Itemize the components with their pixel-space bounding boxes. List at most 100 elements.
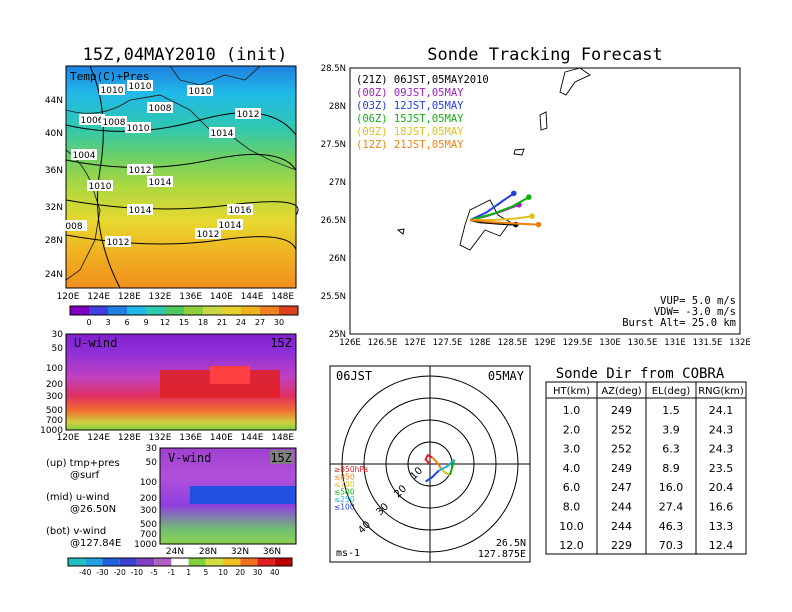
hodograph-segment xyxy=(448,459,456,476)
colorbar-swatch xyxy=(171,558,189,566)
lat-tick-label: 26N xyxy=(329,254,346,264)
track-end-point xyxy=(529,213,535,219)
vwind-colorbar: -40 -30 -20 -10 -5 -1 1 5 10 20 30 40 xyxy=(67,557,293,577)
vwind-time: 15Z xyxy=(270,451,292,465)
track-lat-ticks: 28.5N 28N 27.5N 27N 26.5N 26N 25.5N 25N xyxy=(321,64,346,340)
table-cell: 4.0 xyxy=(563,462,581,475)
isobar-label: 1012 xyxy=(197,230,220,240)
pressure-tick-label: 50 xyxy=(146,458,158,468)
pressure-tick-label: 700 xyxy=(46,416,63,426)
lon-tick-label: 129.5E xyxy=(563,338,593,348)
isobar-label: 1014 xyxy=(129,206,152,216)
level-label: ≤250 xyxy=(334,495,355,504)
colorbar-label: 15 xyxy=(179,318,189,327)
colorbar-label: -5 xyxy=(150,568,158,577)
isobar-label: 1014 xyxy=(219,221,242,231)
colorbar-label: -40 xyxy=(79,568,91,577)
colorbar-swatch xyxy=(184,306,203,315)
map-label: Temp(C)+Pres xyxy=(70,70,149,83)
temp-field xyxy=(66,66,296,288)
track-series xyxy=(469,190,542,228)
vwind-label: V-wind xyxy=(168,451,211,465)
map-lon-ticks: 120E 124E 128E 132E 136E 140E 144E 148E xyxy=(57,292,295,302)
isobar-label: 1008 xyxy=(103,118,126,128)
lat-tick-label: 28.5N xyxy=(321,64,346,74)
lat-tick-label: 36N xyxy=(45,166,63,176)
table-cell: 24.3 xyxy=(709,443,734,456)
colorbar-swatch xyxy=(241,306,260,315)
uwind-label: U-wind xyxy=(74,336,117,350)
colorbar-swatch xyxy=(119,558,137,566)
island xyxy=(396,228,405,235)
isobar-label: 1010 xyxy=(127,124,150,134)
track-lon-ticks: 126E 126.5E 127E 127.5E 128E 128.5E 129E 129.5E… xyxy=(339,338,751,348)
table-cell: 1.0 xyxy=(563,404,581,417)
table-cell: 16.0 xyxy=(659,481,684,494)
table-cell: 8.0 xyxy=(563,501,581,514)
isobar-label: 1012 xyxy=(129,166,152,176)
legend-entry: (03Z) 12JST,05MAY xyxy=(356,100,464,112)
track-line xyxy=(469,192,515,221)
isobar-line xyxy=(65,153,297,171)
colorbar-swatch xyxy=(102,558,120,566)
colorbar-swatch xyxy=(154,558,172,566)
coastline-north xyxy=(169,65,261,86)
lon-tick-label: 126.5E xyxy=(368,338,398,348)
colorbar-swatch xyxy=(274,558,292,566)
pressure-tick-label: 500 xyxy=(46,406,63,416)
colorbar-swatch xyxy=(257,558,275,566)
lon-tick-label: 130.5E xyxy=(628,338,658,348)
legend-entry: (09Z) 18JST,05MAY xyxy=(356,126,464,138)
colorbar-swatch xyxy=(260,306,279,315)
colorbar-swatch xyxy=(89,306,108,315)
table-cell: 23.5 xyxy=(709,462,734,475)
track-param: VUP= 5.0 m/s xyxy=(660,295,736,307)
colorbar-label: -30 xyxy=(96,568,108,577)
table-cell: 3.9 xyxy=(662,423,680,436)
isobar-line xyxy=(65,112,297,136)
lon-tick-label: 124E xyxy=(87,433,110,443)
isobar-label: 1010 xyxy=(129,82,152,92)
table-cell: 2.0 xyxy=(563,423,581,436)
colorbar-swatch xyxy=(223,558,241,566)
table-body: HT(km) AZ(deg) EL(deg) RNG(km) 1.0 249 1.5 24.1… xyxy=(546,382,746,554)
lat-tick-label: 27N xyxy=(329,178,346,188)
track-line xyxy=(470,215,533,221)
lon-tick-label: 131E xyxy=(664,338,686,348)
info-line: (bot) v-wind xyxy=(46,526,106,537)
colorbar-swatch xyxy=(127,306,146,315)
table-cell: 24.1 xyxy=(709,404,734,417)
lon-tick-label: 136E xyxy=(179,433,202,443)
lat-tick-label: 28N xyxy=(329,102,346,112)
table-cell: 247 xyxy=(611,481,632,494)
colorbar-swatch xyxy=(279,306,298,315)
table-cell: 46.3 xyxy=(659,520,684,533)
temp-colorbar: 0 3 6 9 12 15 18 21 24 27 30 xyxy=(69,305,299,327)
table-cell: 70.3 xyxy=(659,539,684,552)
table-header: AZ(deg) xyxy=(601,386,641,397)
lat-tick-label: 36N xyxy=(263,547,281,557)
lon-tick-label: 128.5E xyxy=(498,338,528,348)
track-end-point xyxy=(525,194,532,200)
colorbar-label: 18 xyxy=(198,318,208,327)
island xyxy=(513,148,525,156)
lon-tick-label: 148E xyxy=(271,433,294,443)
colorbar-label: 21 xyxy=(217,318,227,327)
colorbar-swatch xyxy=(136,558,155,566)
island xyxy=(539,111,548,131)
colorbar-label: -10 xyxy=(131,568,143,577)
isobar-label: 1016 xyxy=(229,206,252,216)
legend-entry: (06Z) 15JST,05MAY xyxy=(356,113,464,125)
hodograph-segment xyxy=(425,469,440,483)
pressure-tick-label: 300 xyxy=(140,506,157,516)
hodograph-segment xyxy=(438,458,455,472)
vwind-frame xyxy=(159,447,297,545)
table-cell: 244 xyxy=(611,501,632,514)
table-title: Sonde Dir from COBRA xyxy=(556,366,725,382)
info-line: @surf xyxy=(70,470,100,481)
cobra-table: Sonde Dir from COBRA HT(km) AZ(deg) EL(deg… xyxy=(545,366,747,555)
